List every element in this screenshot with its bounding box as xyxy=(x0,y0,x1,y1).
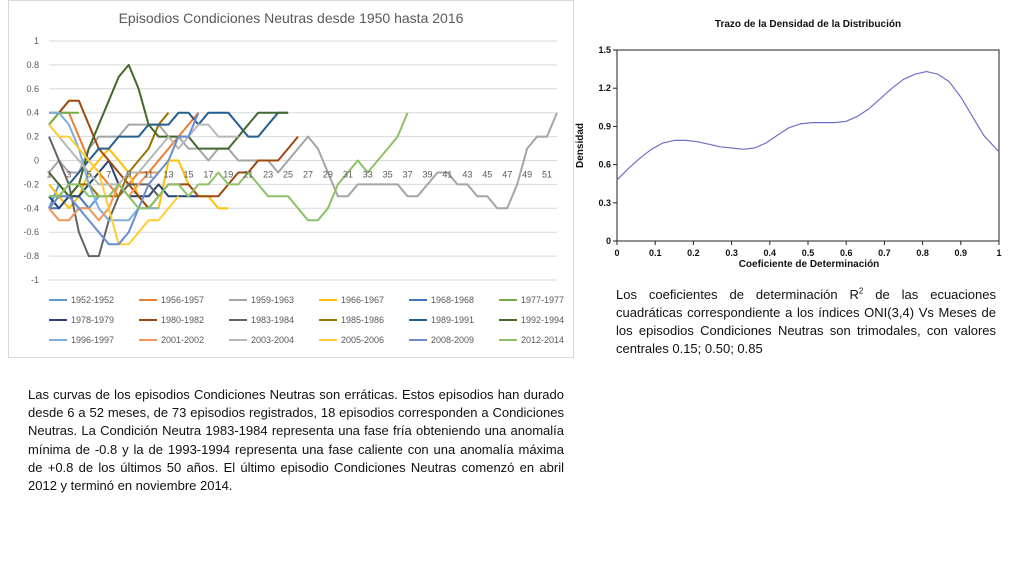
y-tick-label: 1 xyxy=(34,36,39,46)
x-tick-label: 31 xyxy=(343,170,353,180)
x-tick-label: 23 xyxy=(263,170,273,180)
legend-label: 1992-1994 xyxy=(521,315,564,325)
x-tick-label: 25 xyxy=(283,170,293,180)
density-curve xyxy=(616,70,1000,181)
x-tick-label: 41 xyxy=(442,170,452,180)
legend-label: 2012-2014 xyxy=(521,335,564,345)
y-tick-label: -0.8 xyxy=(23,251,39,261)
series-lines xyxy=(48,63,558,258)
series-line xyxy=(48,111,79,126)
x-tick-label: 0.2 xyxy=(687,248,700,258)
legend-label: 1983-1984 xyxy=(251,315,294,325)
x-tick-label: 5 xyxy=(86,170,91,180)
y-tick-label: 1.2 xyxy=(598,83,611,93)
series-line xyxy=(48,123,239,186)
x-tick-label: 37 xyxy=(403,170,413,180)
y-tick-label: -0.2 xyxy=(23,179,39,189)
x-tick-label: 15 xyxy=(183,170,193,180)
x-tick-label: 27 xyxy=(303,170,313,180)
legend-label: 1956-1957 xyxy=(161,295,204,305)
x-tick-label: 19 xyxy=(223,170,233,180)
episodes-line-chart: Episodios Condiciones Neutras desde 1950… xyxy=(8,0,574,358)
x-tick-label: 7 xyxy=(106,170,111,180)
x-tick-label: 13 xyxy=(164,170,174,180)
x-tick-label: 1 xyxy=(46,170,51,180)
x-tick-label: 43 xyxy=(462,170,472,180)
y-tick-label: 0.9 xyxy=(598,121,611,131)
legend-label: 1968-1968 xyxy=(431,295,474,305)
legend-label: 2001-2002 xyxy=(161,335,204,345)
density-title: Trazo de la Densidad de la Distribución xyxy=(715,19,901,30)
legend-label: 1989-1991 xyxy=(431,315,474,325)
density-description-text-1: Los coeficientes de determinación R xyxy=(616,287,859,302)
legend-label: 2005-2006 xyxy=(341,335,384,345)
y-tick-label: 0 xyxy=(34,156,39,166)
x-tick-label: 0.5 xyxy=(802,248,815,258)
y-tick-label: 0.8 xyxy=(26,60,39,70)
y-tick-label: 0 xyxy=(606,236,611,246)
r-squared-superscript: 2 xyxy=(858,286,864,296)
x-tick-label: 39 xyxy=(423,170,433,180)
x-tick-label: 35 xyxy=(383,170,393,180)
legend-label: 1966-1967 xyxy=(341,295,384,305)
series-line xyxy=(49,112,409,222)
y-tick-label: -1 xyxy=(31,275,39,285)
density-description-text-2: de las ecuaciones cuadráticas correspond… xyxy=(616,287,996,356)
x-tick-label: 0.1 xyxy=(649,248,662,258)
y-tick-label: 0.2 xyxy=(26,132,39,142)
y-tick-label: 0.6 xyxy=(26,84,39,94)
y-tick-label: 1.5 xyxy=(598,45,611,55)
y-tick-label: -0.6 xyxy=(23,227,39,237)
x-tick-label: 0.8 xyxy=(916,248,929,258)
legend-label: 1996-1997 xyxy=(71,335,114,345)
legend-label: 1977-1977 xyxy=(521,295,564,305)
x-tick-label: 0.7 xyxy=(878,248,891,258)
density-chart-svg: Trazo de la Densidad de la Distribución 0… xyxy=(575,19,1002,270)
x-tick-label: 11 xyxy=(144,170,153,180)
density-chart: Trazo de la Densidad de la Distribución 0… xyxy=(572,12,1020,274)
episodes-chart-svg: Episodios Condiciones Neutras desde 1950… xyxy=(23,10,564,345)
y-tick-label: 0.4 xyxy=(26,108,39,118)
x-tick-label: 0.4 xyxy=(764,248,777,258)
legend-label: 1952-1952 xyxy=(71,295,114,305)
series-line xyxy=(48,112,200,246)
x-tick-label: 17 xyxy=(203,170,213,180)
x-tick-label: 0 xyxy=(614,248,619,258)
x-tick-label: 49 xyxy=(522,170,532,180)
legend-label: 2003-2004 xyxy=(251,335,294,345)
x-tick-label: 21 xyxy=(243,170,253,180)
x-tick-label: 0.6 xyxy=(840,248,853,258)
x-tick-label: 47 xyxy=(502,170,512,180)
episodes-description: Las curvas de los episodios Condiciones … xyxy=(28,387,564,494)
series-line xyxy=(48,171,159,222)
x-axis-label: Coeficiente de Determinación xyxy=(739,259,880,270)
x-tick-label: 29 xyxy=(323,170,333,180)
x-tick-label: 0.3 xyxy=(725,248,738,258)
legend-label: 1959-1963 xyxy=(251,295,294,305)
x-tick-label: 51 xyxy=(542,170,552,180)
x-tick-label: 0.9 xyxy=(955,248,968,258)
legend-label: 1985-1986 xyxy=(341,315,384,325)
y-tick-label: 0.6 xyxy=(598,160,611,170)
plot-frame xyxy=(616,49,1000,242)
legend-label: 2008-2009 xyxy=(431,335,474,345)
legend-label: 1980-1982 xyxy=(161,315,204,325)
x-tick-label: 45 xyxy=(482,170,492,180)
y-tick-label: 0.3 xyxy=(598,198,611,208)
y-tick-label: -0.4 xyxy=(23,203,39,213)
x-tick-label: 1 xyxy=(996,248,1001,258)
x-tick-label: 3 xyxy=(66,170,71,180)
density-description: Los coeficientes de determinación R2 de … xyxy=(616,286,996,358)
x-tick-label: 9 xyxy=(126,170,131,180)
chart-title: Episodios Condiciones Neutras desde 1950… xyxy=(119,10,464,26)
series-line xyxy=(48,123,180,246)
y-axis-label: Densidad xyxy=(575,123,586,168)
legend-label: 1978-1979 xyxy=(71,315,114,325)
series-line xyxy=(48,112,558,210)
x-tick-label: 33 xyxy=(363,170,373,180)
